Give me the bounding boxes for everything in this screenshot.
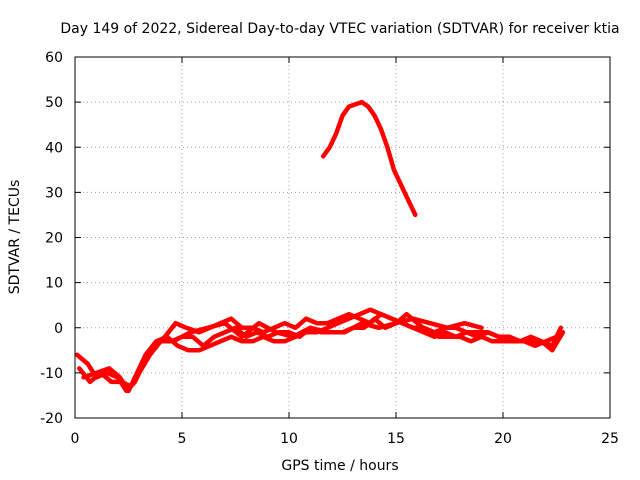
y-tick-label: 0 xyxy=(54,321,63,337)
x-tick-label: 25 xyxy=(601,431,619,447)
y-tick-label: 50 xyxy=(45,95,63,111)
y-tick-label: 60 xyxy=(45,50,63,66)
x-tick-label: 0 xyxy=(71,431,80,447)
y-tick-label: -10 xyxy=(40,366,63,382)
y-tick-label: 20 xyxy=(45,231,63,247)
grid xyxy=(75,57,610,418)
y-tick-label: 10 xyxy=(45,276,63,292)
y-tick-label: 30 xyxy=(45,185,63,201)
series-line-track-e xyxy=(320,99,418,218)
x-tick-label: 15 xyxy=(387,431,405,447)
y-tick-label: -20 xyxy=(40,411,63,427)
x-tick-label: 10 xyxy=(280,431,298,447)
axis-ticks: 0 5 10 15 20 25 -20 -10 0 10 20 30 40 50 60 xyxy=(40,50,619,447)
y-tick-label: 40 xyxy=(45,140,63,156)
x-axis-title: GPS time / hours xyxy=(281,458,398,474)
y-axis-title: SDTVAR / TECUs xyxy=(7,180,23,295)
chart-title: Day 149 of 2022, Sidereal Day-to-day VTE… xyxy=(60,21,619,37)
series-line-track-d xyxy=(171,316,484,344)
x-tick-label: 20 xyxy=(494,431,512,447)
series-layer xyxy=(74,99,566,394)
x-tick-label: 5 xyxy=(178,431,187,447)
